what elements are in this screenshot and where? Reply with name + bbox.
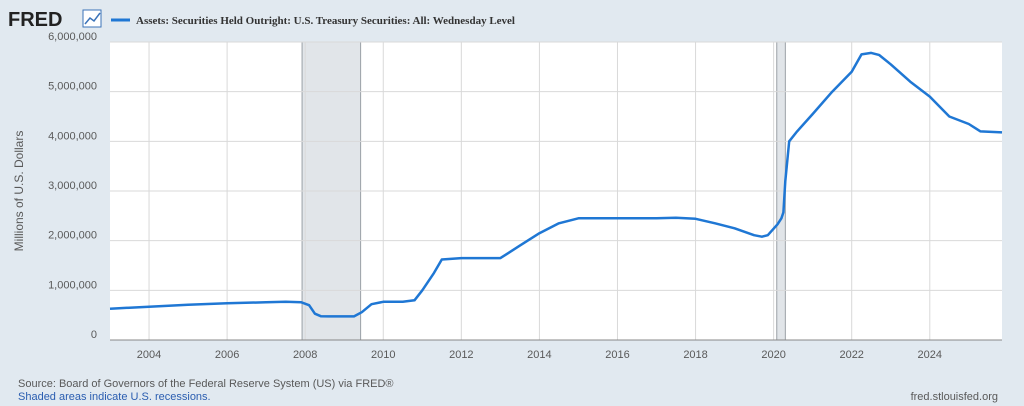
series-line xyxy=(109,51,1003,318)
x-tick-label: 2016 xyxy=(605,349,629,361)
y-tick-label: 0 xyxy=(91,329,97,341)
y-tick-label: 5,000,000 xyxy=(48,81,97,93)
x-tick-label: 2024 xyxy=(918,349,942,361)
x-tick-label: 2022 xyxy=(839,349,863,361)
y-tick-label: 6,000,000 xyxy=(48,31,97,43)
y-tick-label: 2,000,000 xyxy=(48,230,97,242)
y-tick-label: 3,000,000 xyxy=(48,180,97,192)
legend-label: Assets: Securities Held Outright: U.S. T… xyxy=(136,15,515,27)
x-tick-label: 2012 xyxy=(449,349,473,361)
x-tick-label: 2006 xyxy=(215,349,239,361)
x-tick-label: 2004 xyxy=(137,349,161,361)
x-tick-label: 2018 xyxy=(683,349,707,361)
x-tick-label: 2010 xyxy=(371,349,395,361)
site-link[interactable]: fred.stlouisfed.org xyxy=(910,391,998,403)
fred-logo-icon xyxy=(82,9,102,28)
y-tick-label: 1,000,000 xyxy=(48,279,97,291)
fred-logo-text[interactable]: FRED xyxy=(8,9,62,31)
x-tick-label: 2020 xyxy=(761,349,785,361)
source-note: Source: Board of Governors of the Federa… xyxy=(18,378,394,390)
x-tick-label: 2014 xyxy=(527,349,551,361)
recession-note[interactable]: Shaded areas indicate U.S. recessions. xyxy=(18,391,211,403)
y-axis-title: Millions of U.S. Dollars xyxy=(12,131,26,252)
x-tick-label: 2008 xyxy=(293,349,317,361)
y-tick-label: 4,000,000 xyxy=(48,130,97,142)
